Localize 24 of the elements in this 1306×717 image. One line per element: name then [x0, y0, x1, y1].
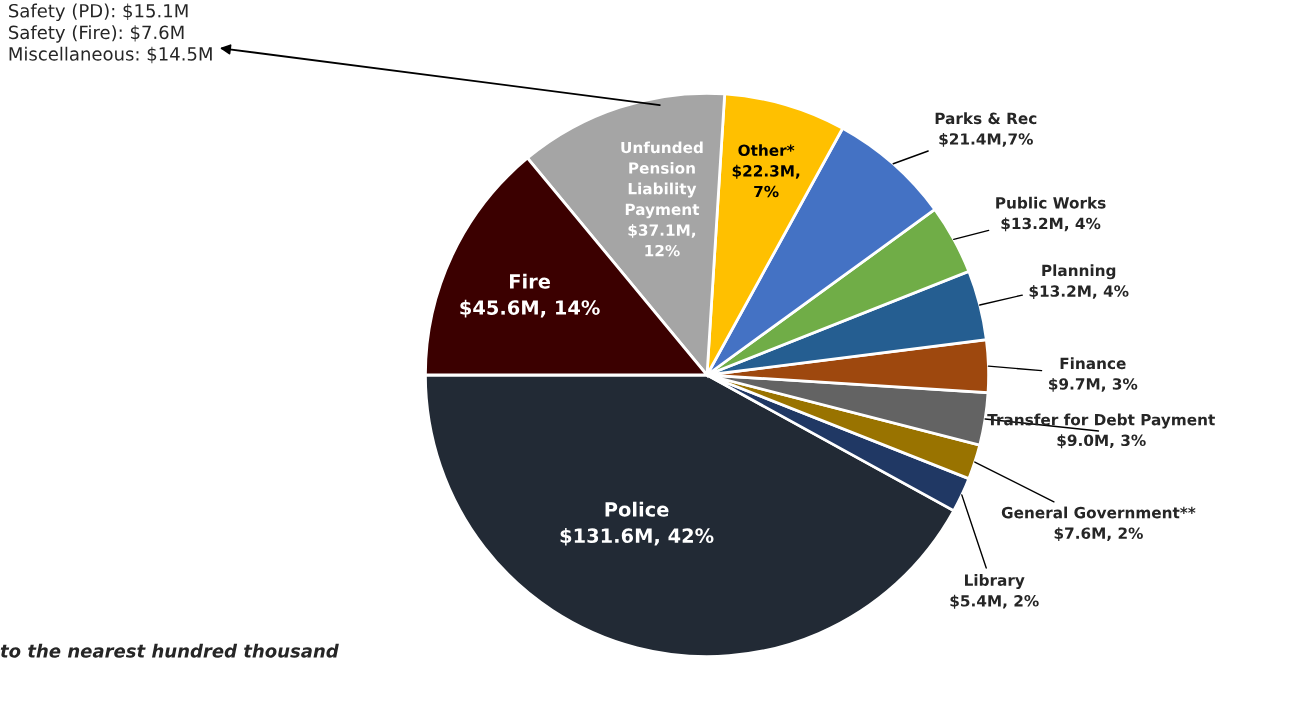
slice-label: Public Works	[996, 196, 1106, 209]
data-label: $9.7M, 3%	[1049, 377, 1138, 392]
slice-label: Fire	[510, 273, 551, 289]
slice-label: General Government**	[1001, 506, 1196, 519]
text: Safety (PD): $15.1M Safety (Fire): $7.6M Miscellaneous: $14.5M	[9, 3, 212, 64]
data-label: $13.2M, 4%	[1001, 217, 1101, 232]
data-label: $7.6M, 2%	[1054, 527, 1143, 542]
text: to the nearest hundred thousand	[0, 643, 339, 658]
data-label: $37.1M, 12%	[628, 224, 696, 257]
data-label: $22.3M, 7%	[732, 164, 800, 198]
data-label: $9.0M, 3%	[1057, 434, 1146, 449]
slice-label: Parks & Rec	[935, 112, 1037, 125]
data-label: $45.6M, 14%	[460, 299, 600, 318]
data-label: $5.4M, 2%	[950, 594, 1039, 609]
slice-label: Planning	[1042, 264, 1116, 280]
slice-label: Unfunded Pension Liability Payment	[621, 141, 703, 219]
data-label: $131.6M, 42%	[560, 527, 714, 546]
slice-label: Library	[965, 574, 1025, 589]
slice-label: Finance	[1060, 357, 1126, 370]
slice-label: Police	[605, 501, 669, 517]
data-label: $21.4M,7%	[939, 132, 1033, 147]
slice-label: Other*	[738, 144, 795, 157]
slice-label: Transfer for Debt Payment	[987, 413, 1215, 429]
data-label: $13.2M, 4%	[1029, 285, 1129, 299]
